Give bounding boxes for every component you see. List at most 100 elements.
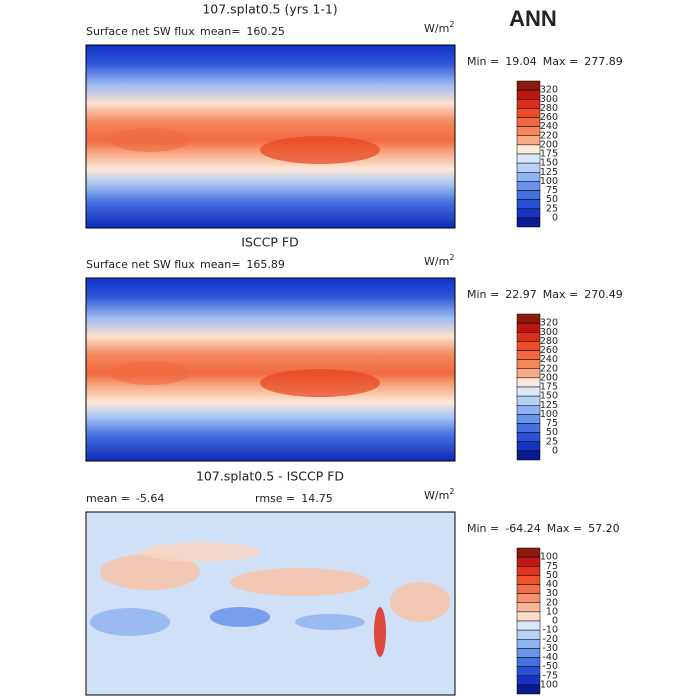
map-feature [374,607,386,657]
colorbar-label: 100 [540,176,558,187]
colorbar-label: 200 [540,139,558,150]
units-sup: 2 [449,20,454,29]
colorbar-label: 240 [540,121,558,132]
stat: mean= 160.25 [200,25,285,38]
colorbar-box [516,441,541,452]
map-feature [100,554,200,590]
colorbar-label: 320 [540,85,558,96]
colorbar-box [516,666,541,676]
colorbar-label: 40 [546,579,558,590]
colorbar-box [516,575,541,585]
map-feature [90,608,170,636]
max-value: 277.89 [584,55,623,68]
colorbar-box [516,556,541,567]
colorbar-label: 150 [540,158,558,169]
colorbar-label: 200 [540,372,558,383]
units: W/m2 [424,20,454,36]
min-max: Min = 22.97 Max = 270.49 [467,288,623,301]
colorbar-label: 75 [546,561,558,572]
colorbar-box [516,190,541,200]
colorbar-label: 220 [540,363,558,374]
units-base: W/m [424,22,449,35]
colorbar-label: 175 [540,149,558,160]
map-frame [85,44,456,229]
colorbar-box [516,126,541,136]
colorbar-box [516,566,541,576]
colorbar-box [516,153,541,164]
colorbar-box [516,135,541,146]
colorbar-label: 280 [540,103,558,114]
colorbar-label: 75 [546,418,558,429]
colorbar-box [516,208,541,219]
colorbar-label: -40 [542,652,558,663]
colorbar-label: 30 [546,588,558,599]
colorbar-box [516,684,541,695]
colorbar-label: -75 [542,670,558,681]
colorbar-label: -30 [542,643,558,654]
colorbar-box [516,99,541,109]
map-frame [85,511,456,696]
colorbar-box [516,341,541,351]
map-feature [230,568,370,596]
colorbar-box [516,395,541,406]
colorbar-box [516,611,541,622]
units-base: W/m [424,255,449,268]
colorbar-label: 10 [546,606,558,617]
colorbar-label: 280 [540,336,558,347]
colorbar-box [516,162,541,173]
colorbar-box [516,313,541,324]
min-max: Min = -64.24 Max = 57.20 [467,522,620,535]
min-label: Min = [467,55,499,68]
colorbar-box [516,547,541,558]
colorbar-box [516,199,541,209]
colorbar-box [516,332,541,342]
colorbar-box [516,629,541,640]
min-label: Min = [467,288,499,301]
colorbar-label: 0 [552,445,558,456]
colorbar-label: 0 [552,616,558,627]
colorbar-label: 260 [540,345,558,356]
map-feature [110,361,190,385]
colorbar-label: 220 [540,130,558,141]
panel-title: 107.splat0.5 (yrs 1-1) [202,2,337,17]
stat-value: -5.64 [136,492,164,505]
panel-title: ISCCP FD [241,235,298,250]
colorbar-box [516,181,541,191]
max-label: Max = [547,522,582,535]
colorbar-box [516,584,541,594]
colorbar-box [516,423,541,433]
colorbar-box [516,144,541,155]
max-label: Max = [543,288,578,301]
stat-label: mean= [200,25,240,38]
stat-label: rmse = [255,492,295,505]
colorbar-label: -20 [542,634,558,645]
colorbar-box [516,80,541,91]
colorbar-box [516,377,541,388]
map-frame [85,277,456,462]
colorbar-label: 175 [540,382,558,393]
stat: mean = -5.64 [86,492,164,505]
colorbar-label: 125 [540,167,558,178]
colorbar-label: -10 [542,625,558,636]
map-feature [210,607,270,627]
units-sup: 2 [449,487,454,496]
colorbar-box [516,657,541,667]
units-base: W/m [424,489,449,502]
colorbar-box [516,414,541,424]
colorbar-label: 300 [540,94,558,105]
colorbar-box [516,620,541,631]
colorbar-label: 75 [546,185,558,196]
colorbar-box [516,108,541,118]
colorbar-label: 20 [546,597,558,608]
stat-value: 160.25 [246,25,285,38]
max-label: Max = [543,55,578,68]
min-max: Min = 19.04 Max = 277.89 [467,55,623,68]
colorbar-label: 125 [540,400,558,411]
colorbar-label: 50 [546,427,558,438]
colorbar-box [516,602,541,613]
stat-label: mean = [86,492,130,505]
colorbar-box [516,386,541,397]
map-feature [295,614,365,630]
stat: rmse = 14.75 [255,492,333,505]
colorbar-box [516,172,541,182]
